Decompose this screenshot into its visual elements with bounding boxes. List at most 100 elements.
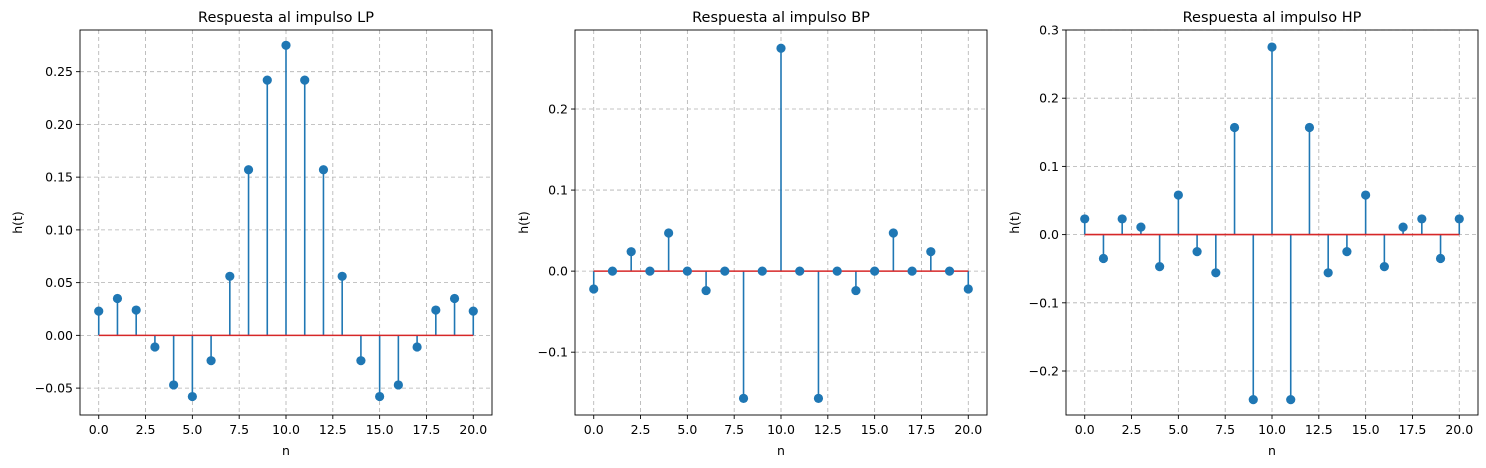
stem-marker bbox=[926, 247, 936, 257]
stem-marker bbox=[589, 284, 599, 294]
stem-marker bbox=[1417, 214, 1427, 224]
stem-marker bbox=[626, 247, 636, 257]
stem-marker bbox=[1098, 253, 1109, 264]
stem-marker bbox=[243, 165, 254, 175]
x-tick-label: 0.0 bbox=[584, 422, 604, 437]
stem-marker bbox=[607, 266, 618, 276]
y-tick-label: 0.3 bbox=[1039, 23, 1059, 38]
stem-marker bbox=[1192, 247, 1202, 257]
stem-marker bbox=[888, 228, 898, 238]
stem-marker bbox=[1267, 42, 1277, 52]
x-tick-label: 20.0 bbox=[459, 422, 487, 437]
stem-marker bbox=[131, 305, 141, 315]
axes-frame bbox=[1065, 29, 1479, 416]
stem-marker bbox=[1342, 247, 1352, 257]
x-tick-label: 2.5 bbox=[631, 422, 651, 437]
stem-marker bbox=[1454, 214, 1464, 224]
x-tick-label: 2.5 bbox=[1122, 422, 1142, 437]
x-tick-label: 5.0 bbox=[182, 422, 202, 437]
x-tick-label: 5.0 bbox=[1168, 422, 1188, 437]
y-tick-label: −0.2 bbox=[1029, 364, 1059, 379]
stem-marker bbox=[795, 266, 805, 276]
stem-marker bbox=[1379, 262, 1389, 272]
stem-marker bbox=[738, 393, 749, 403]
y-tick-label: 0.15 bbox=[45, 170, 73, 185]
x-tick-label: 12.5 bbox=[319, 422, 347, 437]
x-tick-label: 15.0 bbox=[1352, 422, 1380, 437]
x-tick-label: 10.0 bbox=[767, 422, 795, 437]
stem-marker bbox=[1173, 190, 1183, 200]
stem-marker bbox=[112, 293, 123, 304]
x-axis-label: n bbox=[777, 443, 785, 458]
y-tick-label: 0.2 bbox=[1039, 91, 1059, 106]
stem-marker bbox=[1155, 262, 1165, 272]
y-tick-label: 0.1 bbox=[1039, 159, 1059, 174]
stem-marker bbox=[150, 342, 160, 352]
y-tick-label: −0.1 bbox=[538, 345, 568, 360]
chart-title: Respuesta al impulso HP bbox=[1183, 10, 1362, 26]
stem-marker bbox=[776, 43, 786, 53]
x-tick-label: 0.0 bbox=[1075, 422, 1095, 437]
stem-marker bbox=[281, 40, 291, 50]
stem-marker bbox=[720, 266, 730, 276]
stem-marker bbox=[412, 342, 422, 352]
y-tick-label: 0.0 bbox=[1039, 227, 1059, 242]
stem-marker bbox=[645, 266, 655, 276]
x-tick-label: 7.5 bbox=[229, 422, 249, 437]
x-tick-label: 12.5 bbox=[1305, 422, 1333, 437]
stem-marker bbox=[1080, 214, 1090, 224]
x-tick-label: 7.5 bbox=[724, 422, 744, 437]
stem-marker bbox=[206, 356, 216, 366]
stem-marker bbox=[1136, 222, 1146, 232]
x-tick-label: 15.0 bbox=[366, 422, 394, 437]
y-tick-label: −0.05 bbox=[35, 381, 73, 396]
y-tick-label: 0.10 bbox=[45, 222, 73, 237]
chart-panel-hp: 0.0 2.5 5.0 7.5 10.0 12.5 15.0 17.5 20.0 −0.2 −0.1… bbox=[1007, 10, 1479, 458]
chart-title: Respuesta al impulso BP bbox=[692, 10, 870, 26]
x-tick-label: 20.0 bbox=[954, 422, 982, 437]
stem-marker bbox=[94, 306, 104, 316]
y-tick-label: 0.0 bbox=[548, 264, 568, 279]
stem-marker bbox=[1117, 214, 1127, 224]
stem-marker bbox=[851, 285, 861, 296]
x-tick-label: 10.0 bbox=[272, 422, 300, 437]
x-tick-label: 5.0 bbox=[677, 422, 697, 437]
stem-marker bbox=[300, 75, 310, 85]
stem-marker bbox=[431, 305, 441, 315]
x-tick-label: 2.5 bbox=[136, 422, 156, 437]
stem-marker bbox=[1398, 222, 1408, 232]
stem-marker bbox=[870, 266, 880, 276]
stem-marker bbox=[757, 266, 767, 276]
stem-marker bbox=[813, 393, 824, 403]
x-tick-label: 15.0 bbox=[861, 422, 889, 437]
x-tick-label: 10.0 bbox=[1258, 422, 1286, 437]
y-tick-label: 0.20 bbox=[45, 117, 73, 132]
stem-marker bbox=[262, 75, 272, 85]
axes-frame bbox=[574, 29, 988, 416]
stem-marker bbox=[907, 266, 917, 276]
stem-marker bbox=[356, 356, 366, 366]
stem-marker bbox=[1304, 122, 1315, 133]
y-tick-label: −0.1 bbox=[1029, 295, 1059, 310]
stem-marker bbox=[1361, 190, 1371, 200]
stem-marker bbox=[1211, 268, 1221, 278]
x-tick-label: 17.5 bbox=[1399, 422, 1427, 437]
stem-marker bbox=[187, 391, 197, 402]
axes-frame bbox=[79, 29, 493, 416]
y-axis-label: h(t) bbox=[516, 211, 531, 234]
y-axis-label: h(t) bbox=[1007, 211, 1022, 234]
chart-panel-bp: 0.0 2.5 5.0 7.5 10.0 12.5 15.0 17.5 20.0 −0.1 0.0 0… bbox=[516, 10, 988, 458]
x-tick-label: 17.5 bbox=[908, 422, 936, 437]
stem-marker bbox=[963, 284, 973, 294]
stem-marker bbox=[944, 266, 955, 276]
stem-marker bbox=[832, 266, 842, 276]
stem-marker bbox=[169, 380, 179, 390]
stem-marker bbox=[225, 271, 235, 281]
y-tick-label: 0.00 bbox=[45, 328, 73, 343]
x-tick-label: 17.5 bbox=[413, 422, 441, 437]
stem-marker bbox=[682, 266, 692, 276]
stem-marker bbox=[318, 165, 329, 175]
chart-title: Respuesta al impulso LP bbox=[198, 10, 374, 26]
stem-marker bbox=[393, 380, 403, 390]
